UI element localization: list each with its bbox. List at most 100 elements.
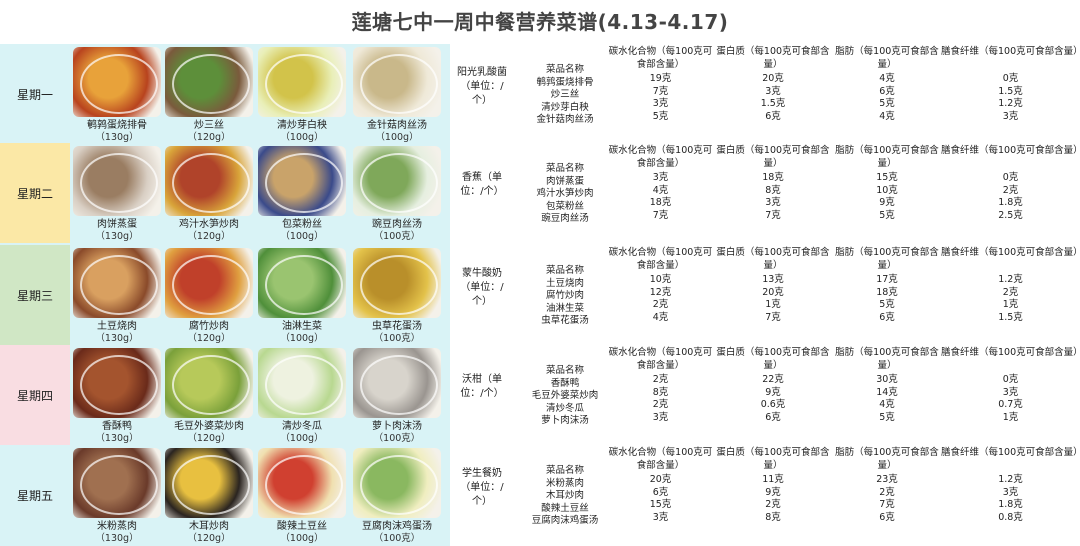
dish-photo [258, 348, 346, 418]
fat-column: 脂肪（每100克可食部含量） 4克 6克 5克 4克 [833, 45, 941, 123]
fiber-cell: 1.2克 [998, 474, 1023, 485]
dish-weight: （130g） [95, 333, 139, 344]
dish-cell: 炒三丝 [550, 89, 580, 100]
fat-cell: 4克 [879, 110, 895, 122]
dish-name: 土豆烧肉 [97, 321, 137, 332]
carbs-column: 碳水化合物（每100克可食部含量） 3克 4克 18克 7克 [608, 144, 713, 222]
dish-photo [258, 248, 346, 318]
dish-card: 米粉蒸肉 （130g） [72, 448, 162, 544]
fiber-cell: 3克 [1002, 486, 1019, 498]
dish-weight: （130g） [95, 433, 139, 444]
protein-header: 蛋白质（每100克可食部含量） [716, 447, 830, 471]
dish-name: 清炒冬瓜 [282, 421, 322, 432]
dish-cell: 豆腐肉沫鸡蛋汤 [531, 515, 599, 526]
dish-card: 油淋生菜 （100g） [257, 248, 347, 344]
dish-weight: （120g） [187, 231, 231, 242]
dish-name: 腐竹炒肉 [189, 321, 229, 332]
carbs-cell: 12克 [649, 286, 672, 298]
day-label: 星期五 [0, 445, 70, 545]
fiber-column: 膳食纤维（每100克可食部含量） 0克 3克 0.7克 1克 [941, 346, 1080, 424]
protein-column: 蛋白质（每100克可食部含量） 18克 8克 3克 7克 [716, 144, 830, 222]
dish-cell: 酸辣土豆丝 [541, 502, 589, 514]
fiber-header: 膳食纤维（每100克可食部含量） [941, 247, 1080, 258]
carbs-cell: 4克 [652, 311, 669, 323]
fat-cell: 9克 [879, 197, 895, 208]
fat-cell: 15克 [876, 172, 898, 183]
fiber-column: 膳食纤维（每100克可食部含量） 0克 1.5克 1.2克 3克 [941, 45, 1080, 123]
protein-header: 蛋白质（每100克可食部含量） [716, 145, 830, 169]
day-label: 星期一 [0, 44, 70, 144]
dish-header: 菜品名称 [545, 465, 584, 476]
protein-cell: 9克 [765, 486, 781, 498]
fiber-cell: 2.5克 [998, 209, 1023, 221]
dish-weight: （100g） [280, 533, 324, 544]
dish-header: 菜品名称 [545, 64, 584, 75]
day-row: 星期四 香酥鸭 （130g） 毛豆外婆菜炒肉 （120g） 清炒冬瓜 （100g… [0, 345, 450, 445]
fat-header: 脂肪（每100克可食部含量） [835, 247, 939, 271]
dish-weight: （130g） [95, 231, 139, 242]
dish-name: 酸辣土豆丝 [277, 521, 327, 532]
dish-photo [353, 348, 441, 418]
dish-column: 菜品名称 米粉蒸肉 木耳炒肉 酸辣土豆丝 豆腐肉沫鸡蛋汤 [515, 465, 615, 528]
day-label: 星期四 [0, 345, 70, 445]
nutrition-block: 香蕉（单位：/个） 菜品名称 肉饼蒸蛋 鸡汁水笋炒肉 包菜粉丝 豌豆肉丝汤 碳水化合物（每1… [450, 143, 1080, 243]
carbs-cell: 20克 [649, 474, 672, 485]
dish-weight: （100克） [373, 533, 421, 544]
fat-header: 脂肪（每100克可食部含量） [835, 447, 939, 471]
fat-column: 脂肪（每100克可食部含量） 17克 18克 5克 6克 [833, 246, 941, 324]
fruit-label: 阳光乳酸菌（单位：/个） [457, 67, 507, 106]
fiber-cell: 1.5克 [998, 311, 1023, 323]
day-row: 星期五 米粉蒸肉 （130g） 木耳炒肉 （120g） 酸辣土豆丝 （100g）… [0, 445, 450, 545]
protein-cell: 1.5克 [760, 98, 786, 109]
fiber-header: 膳食纤维（每100克可食部含量） [941, 145, 1080, 156]
carbs-header: 碳水化合物（每100克可食部含量） [608, 247, 713, 271]
dish-weight: （120g） [187, 533, 231, 544]
nutrition-block: 阳光乳酸菌（单位：/个） 菜品名称 鹌鹑蛋烧排骨 炒三丝 清炒芽白秧 金针菇肉丝汤 碳水化合… [450, 44, 1080, 144]
dish-photo [165, 448, 253, 518]
dish-name: 鸡汁水笋炒肉 [179, 219, 239, 230]
carbs-column: 碳水化合物（每100克可食部含量） 20克 6克 15克 3克 [608, 446, 713, 524]
fiber-cell: 2克 [1002, 184, 1019, 196]
dish-cell: 萝卜肉沫汤 [541, 415, 589, 426]
dish-photo [258, 448, 346, 518]
carbs-cell: 19克 [649, 73, 672, 84]
dish-name: 虫草花蛋汤 [372, 321, 422, 332]
carbs-cell: 3克 [652, 172, 669, 183]
carbs-header: 碳水化合物（每100克可食部含量） [608, 46, 713, 70]
carbs-cell: 10克 [649, 274, 672, 285]
fiber-cell: 0克 [1002, 73, 1019, 84]
dish-name: 豆腐肉沫鸡蛋汤 [362, 521, 432, 532]
dish-cell: 米粉蒸肉 [545, 477, 584, 489]
carbs-cell: 2克 [652, 299, 669, 310]
dish-weight: （100g） [280, 231, 324, 242]
carbs-cell: 6克 [652, 486, 669, 498]
dish-name: 清炒芽白秧 [277, 120, 327, 131]
protein-cell: 13克 [762, 274, 784, 285]
fat-cell: 17克 [876, 274, 898, 285]
dish-weight: （130g） [95, 132, 139, 143]
dish-card: 木耳炒肉 （120g） [164, 448, 254, 544]
dish-photo [165, 348, 253, 418]
carbs-cell: 2克 [652, 374, 669, 385]
protein-column: 蛋白质（每100克可食部含量） 22克 9克 0.6克 6克 [716, 346, 830, 424]
dish-photo [165, 248, 253, 318]
protein-cell: 3克 [765, 197, 781, 208]
dish-photo [258, 146, 346, 216]
dish-photo [73, 248, 161, 318]
fat-cell: 10克 [876, 184, 898, 196]
fiber-cell: 1.2克 [998, 274, 1023, 285]
protein-header: 蛋白质（每100克可食部含量） [716, 46, 830, 70]
carbs-cell: 8克 [652, 386, 669, 398]
dish-card: 香酥鸭 （130g） [72, 348, 162, 444]
dish-cell: 包菜粉丝 [545, 200, 584, 212]
carbs-header: 碳水化合物（每100克可食部含量） [608, 447, 713, 471]
carbs-cell: 18克 [649, 197, 672, 208]
dish-name: 豌豆肉丝汤 [372, 219, 422, 230]
page-title: 莲塘七中一周中餐营养菜谱(4.13-4.17) [351, 10, 729, 34]
fat-column: 脂肪（每100克可食部含量） 15克 10克 9克 5克 [833, 144, 941, 222]
dish-card: 包菜粉丝 （100g） [257, 146, 347, 242]
dish-photo [73, 348, 161, 418]
fruit-label: 香蕉（单位：/个） [460, 172, 504, 197]
dish-header: 菜品名称 [545, 163, 584, 174]
dish-card: 鸡汁水笋炒肉 （120g） [164, 146, 254, 242]
